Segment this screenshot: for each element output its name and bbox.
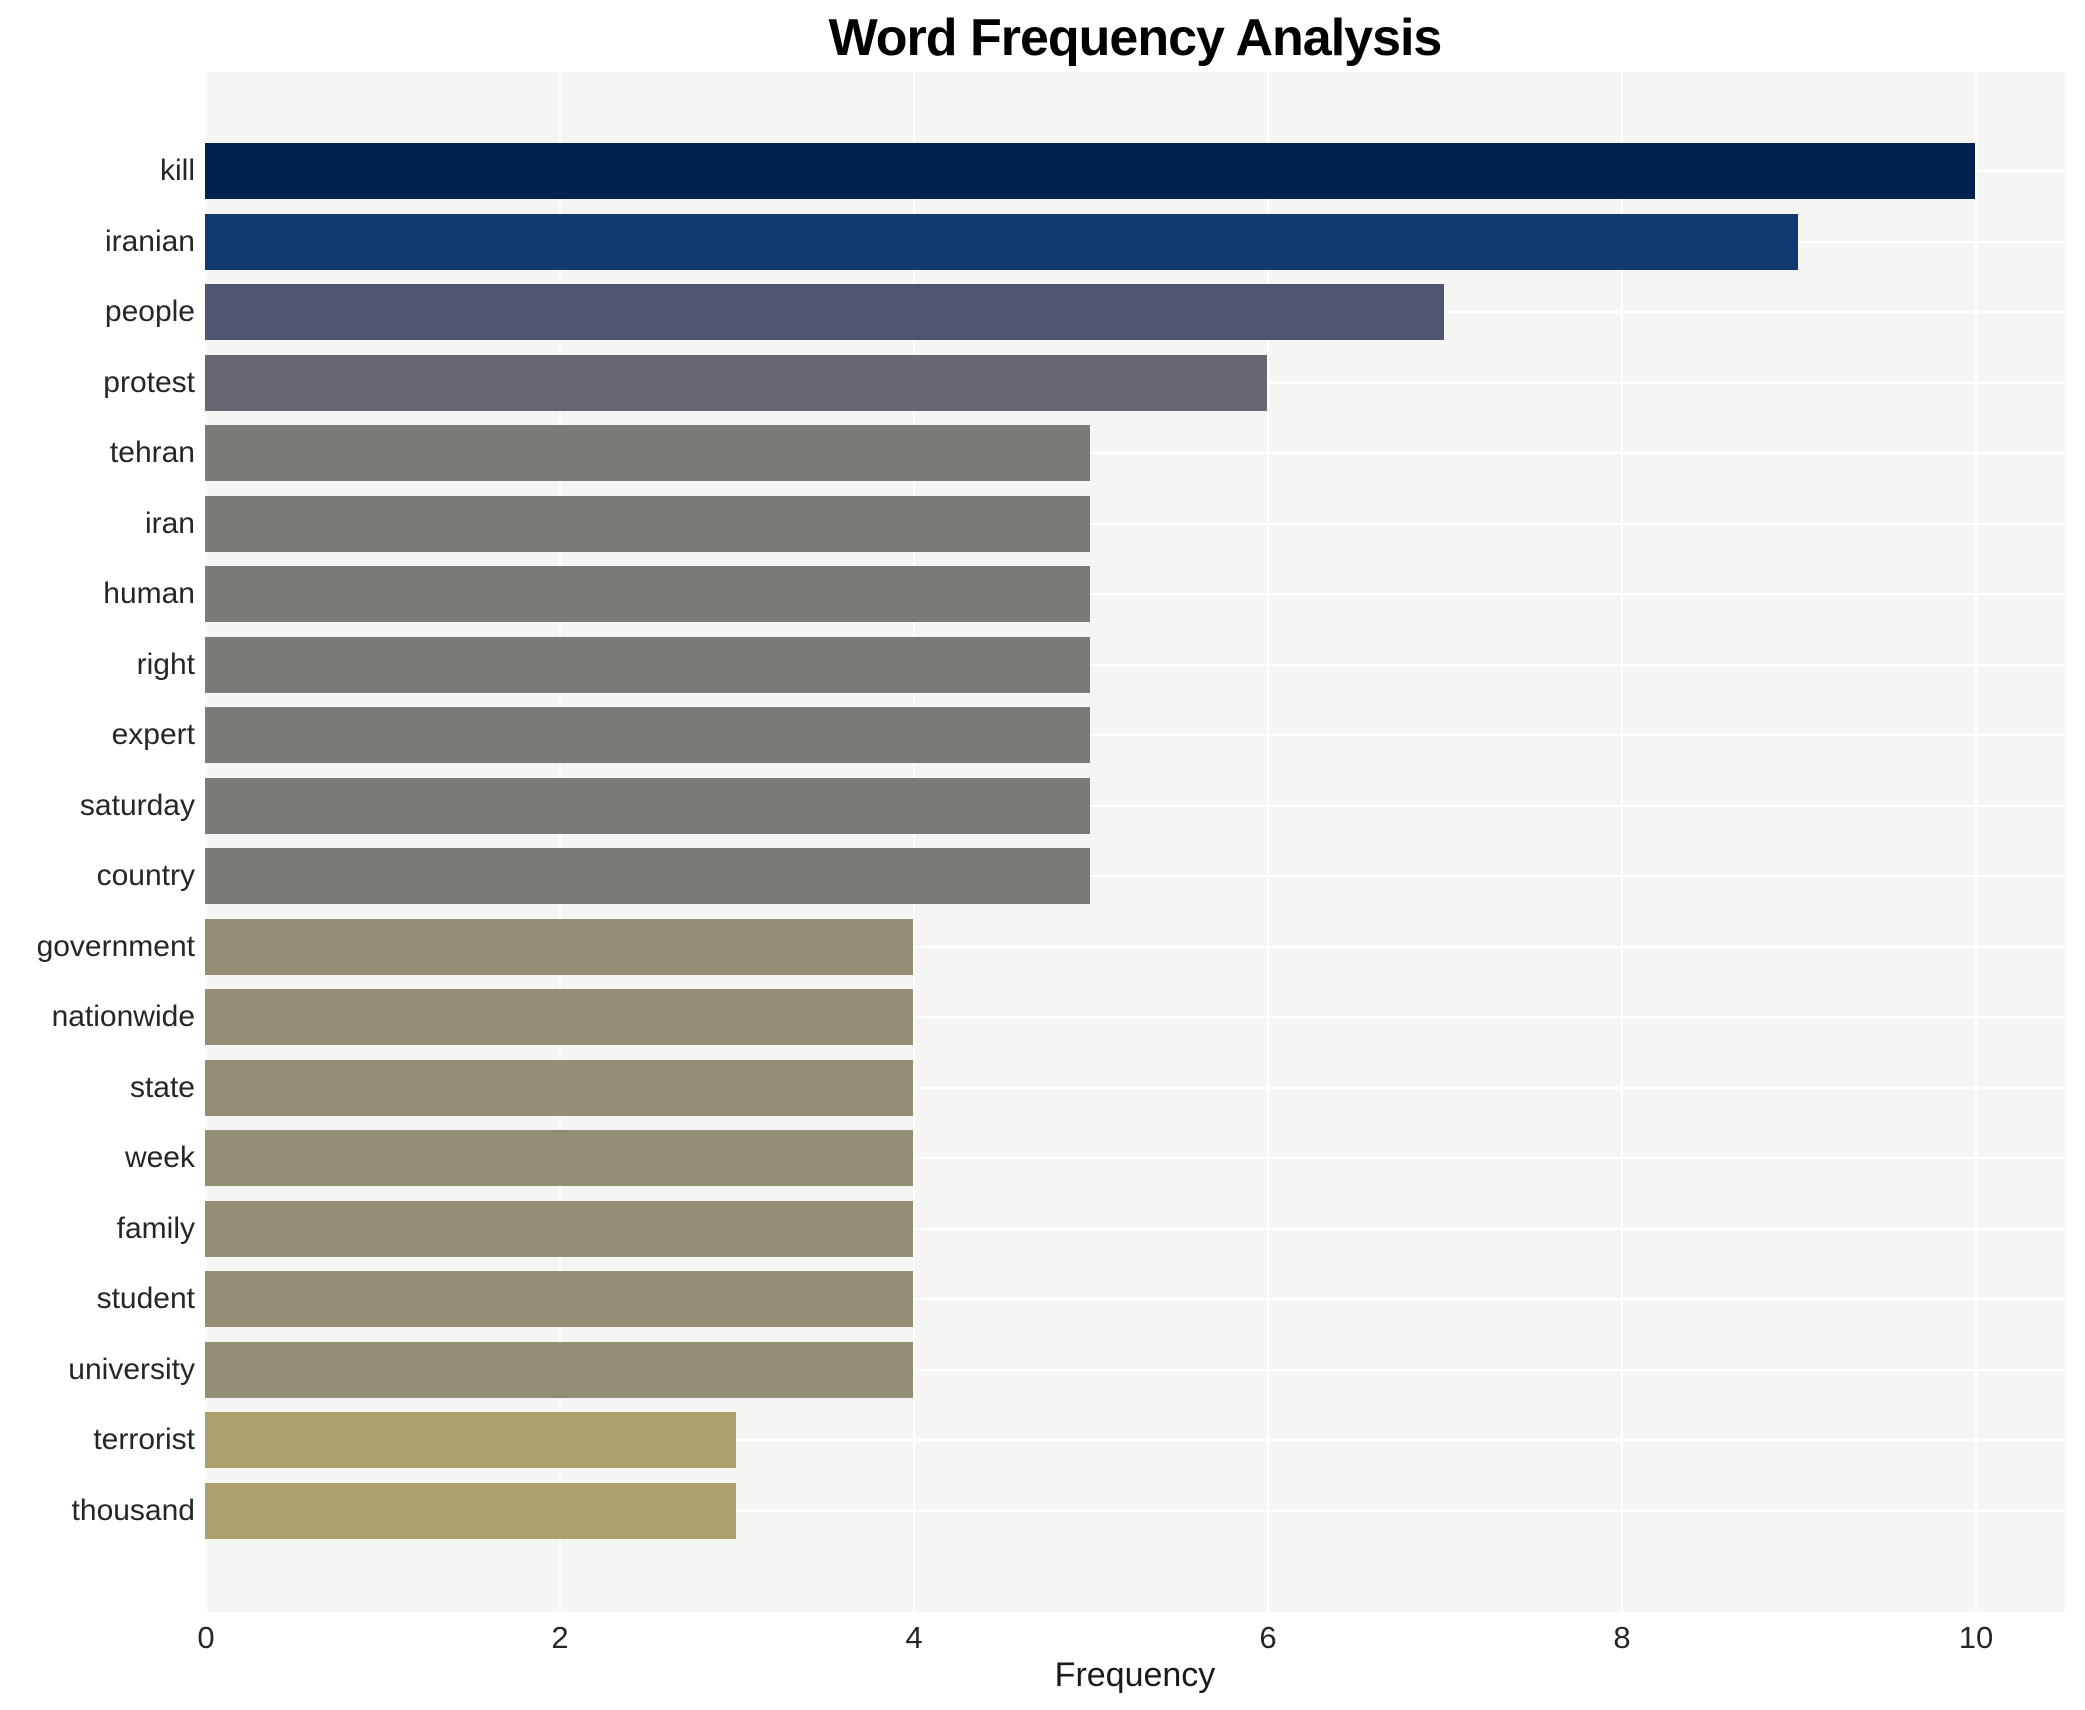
bar (205, 1341, 913, 1398)
bar (205, 495, 1090, 552)
y-gridline (205, 663, 2065, 666)
y-tick-label: kill (160, 154, 195, 188)
bar-row: nationwide (52, 982, 2065, 1053)
bar (205, 1412, 736, 1469)
bar (205, 1130, 913, 1187)
y-gridline (205, 734, 2065, 737)
y-gridline (205, 1439, 2065, 1442)
x-gridline (1621, 72, 1623, 1612)
y-tick-label: human (103, 577, 195, 611)
y-gridline (205, 875, 2065, 878)
bar (205, 707, 1090, 764)
bar (205, 284, 1444, 341)
y-gridline (205, 452, 2065, 455)
x-tick-label: 2 (551, 1620, 569, 1655)
y-gridline (205, 1368, 2065, 1371)
y-tick-label: nationwide (51, 1000, 195, 1034)
y-tick-label: family (116, 1211, 195, 1245)
bar-row: saturday (80, 771, 2065, 842)
y-gridline (205, 1227, 2065, 1230)
y-gridline (205, 1016, 2065, 1019)
x-axis-label: Frequency (1054, 1656, 1216, 1694)
bar-row: kill (160, 136, 2065, 207)
bar (205, 213, 1798, 270)
y-tick-label: week (124, 1141, 195, 1175)
y-tick-label: people (104, 295, 195, 329)
bar-row: expert (112, 700, 2065, 771)
chart-title: Word Frequency Analysis (828, 9, 1443, 67)
y-gridline (205, 522, 2065, 525)
y-tick-label: iran (144, 506, 195, 540)
y-tick-label: tehran (109, 436, 195, 470)
bar (205, 354, 1267, 411)
y-gridline (205, 1298, 2065, 1301)
x-tick-label: 0 (197, 1620, 215, 1655)
bar-row: tehran (110, 418, 2065, 489)
bar-row: right (137, 630, 2065, 701)
bar (205, 1200, 913, 1257)
y-gridline (205, 1086, 2065, 1089)
bar (205, 1271, 913, 1328)
bar-row: iranian (105, 207, 2065, 278)
bar-row: government (37, 912, 2065, 983)
y-tick-label: government (36, 929, 195, 963)
bar-row: week (125, 1123, 2065, 1194)
y-tick-label: state (129, 1070, 195, 1104)
x-gridline (1975, 72, 1977, 1612)
bar (205, 636, 1090, 693)
y-tick-label: right (136, 647, 195, 681)
y-gridline (205, 945, 2065, 948)
x-tick-label: 10 (1958, 1620, 1994, 1655)
y-tick-label: iranian (104, 224, 195, 258)
x-gridline (559, 72, 561, 1612)
y-tick-label: thousand (71, 1493, 195, 1527)
x-gridline (205, 72, 207, 1612)
plot-area: kill iranian people protest tehran iran human r… (37, 72, 2065, 1612)
bar-row: family (117, 1194, 2065, 1265)
bar-row: country (97, 841, 2065, 912)
bar (205, 918, 913, 975)
x-tick-label: 6 (1259, 1620, 1277, 1655)
bar-row: university (68, 1335, 2065, 1406)
x-gridline (913, 72, 915, 1612)
bar (205, 1482, 736, 1539)
x-gridline (1267, 72, 1269, 1612)
y-tick-label: saturday (79, 788, 195, 822)
y-tick-label: terrorist (93, 1423, 195, 1457)
bar-row: student (97, 1264, 2065, 1335)
y-gridline (205, 1509, 2065, 1512)
y-tick-label: protest (103, 365, 195, 399)
bar (205, 143, 1975, 200)
y-tick-label: student (96, 1282, 195, 1316)
bar (205, 425, 1090, 482)
bar-row: thousand (72, 1476, 2065, 1547)
y-gridline (205, 804, 2065, 807)
bar-row: terrorist (93, 1405, 2065, 1476)
bar (205, 1059, 913, 1116)
bar (205, 848, 1090, 905)
bar (205, 566, 1090, 623)
x-tick-label: 8 (1613, 1620, 1631, 1655)
y-gridline (205, 593, 2065, 596)
bar-row: iran (145, 489, 2065, 560)
bar-row: protest (103, 348, 2065, 419)
y-tick-label: university (68, 1352, 195, 1386)
y-tick-label: country (96, 859, 195, 893)
y-tick-label: expert (111, 718, 195, 752)
bar-row: people (105, 277, 2065, 348)
x-tick-label: 4 (905, 1620, 923, 1655)
bar-row: human (103, 559, 2065, 630)
bar-row: state (130, 1053, 2065, 1124)
bar (205, 989, 913, 1046)
bar (205, 777, 1090, 834)
y-gridline (205, 1157, 2065, 1160)
